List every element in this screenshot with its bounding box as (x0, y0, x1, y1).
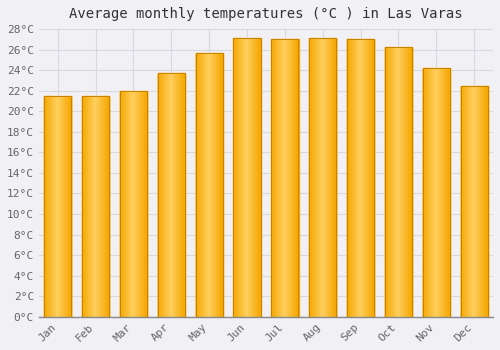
Bar (44, 96, 72, 317)
Bar (196, 53, 223, 317)
Bar (347, 39, 374, 317)
Bar (234, 38, 260, 317)
Bar (422, 68, 450, 317)
Bar (120, 91, 147, 317)
Bar (309, 38, 336, 317)
Bar (460, 86, 488, 317)
Title: Average monthly temperatures (°C ) in Las Varas: Average monthly temperatures (°C ) in La… (69, 7, 462, 21)
Bar (385, 47, 412, 317)
Bar (271, 39, 298, 317)
Bar (82, 96, 109, 317)
Bar (158, 73, 185, 317)
